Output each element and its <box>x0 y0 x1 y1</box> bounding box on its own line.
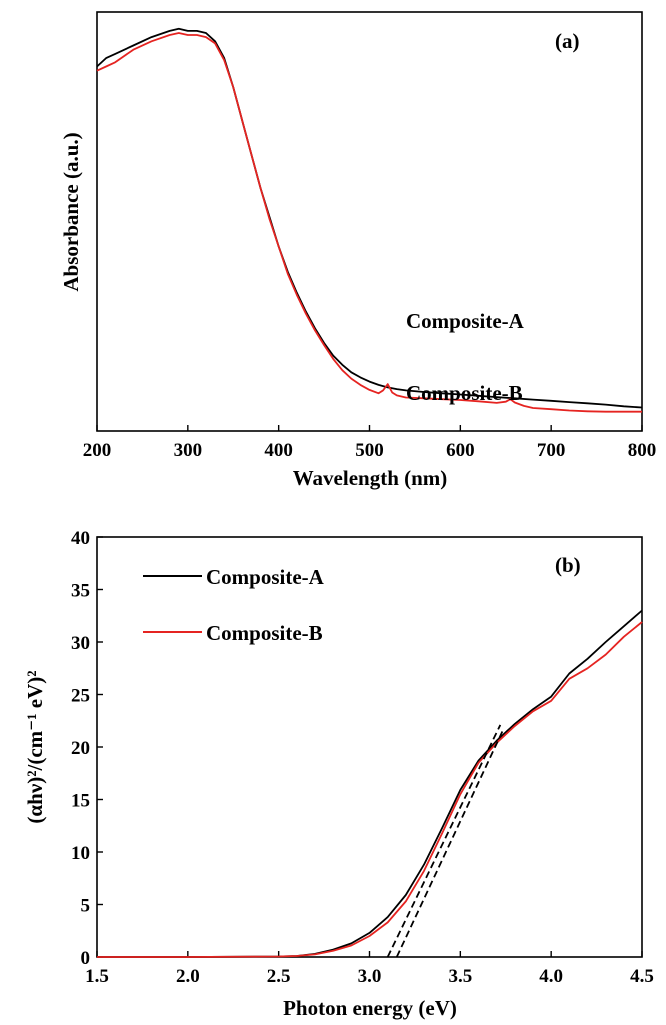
panel-b-x-tick-label: 2.0 <box>176 966 200 987</box>
annotation-composite-a: Composite-A <box>406 309 525 333</box>
panel-b-y-tick-label: 5 <box>81 896 91 917</box>
panel-a-plot-frame <box>96 11 643 432</box>
panel-b-y-tick-label: 20 <box>71 738 90 759</box>
panel-b-x-tick-label: 4.5 <box>630 966 654 987</box>
panel-b: 1.5 2.0 2.5 3.0 3.5 4.0 4.5 0 5 10 15 20 25 30 35 40 (… <box>23 528 654 1020</box>
panel-b-y-tick-label: 35 <box>71 581 90 602</box>
panel-b-y-tick-label: 30 <box>71 633 90 654</box>
panel-a-x-tick-label: 200 <box>83 440 112 461</box>
legend-label-composite-a: Composite-A <box>206 565 325 589</box>
panel-b-label: (b) <box>555 553 581 577</box>
tangent-line-1 <box>386 724 502 958</box>
panel-b-series-composite-b-line <box>97 621 643 958</box>
panel-b-x-tick-label: 3.5 <box>448 966 472 987</box>
panel-b-y-tick-label: 25 <box>71 686 90 707</box>
panel-a-x-ticks: 200 300 400 500 600 700 800 <box>83 425 657 461</box>
panel-b-x-tick-label: 3.0 <box>358 966 382 987</box>
panel-b-legend: Composite-A Composite-B <box>143 565 325 645</box>
panel-a-series <box>96 27 643 413</box>
panel-b-y-tick-label: 15 <box>71 791 90 812</box>
panel-b-y-tick-label: 10 <box>71 843 90 864</box>
panel-b-x-ticks: 1.5 2.0 2.5 3.0 3.5 4.0 4.5 <box>85 951 654 987</box>
panel-b-y-axis-label: (αhν)²/(cm⁻¹ eV)² <box>23 670 47 823</box>
panel-a-x-tick-label: 600 <box>446 440 475 461</box>
panel-a-x-tick-label: 800 <box>628 440 657 461</box>
panel-b-series-composite-a-line <box>97 609 643 958</box>
panel-b-x-axis-label: Photon energy (eV) <box>283 996 457 1020</box>
panel-b-y-tick-label: 0 <box>81 948 91 969</box>
panel-b-y-tick-label: 40 <box>71 528 90 549</box>
panel-b-x-tick-label: 1.5 <box>85 966 109 987</box>
panel-a-x-tick-label: 500 <box>355 440 384 461</box>
panel-a-series-composite-a-line <box>96 27 643 409</box>
panel-a-x-tick-label: 700 <box>537 440 566 461</box>
panel-b-series <box>97 609 643 958</box>
panel-a-series-composite-b-line <box>96 32 642 413</box>
panel-b-plot-frame <box>96 536 643 958</box>
panel-a-label: (a) <box>555 29 580 53</box>
panel-a-x-tick-label: 400 <box>264 440 293 461</box>
annotation-composite-b: Composite-B <box>406 381 523 405</box>
panel-a-y-axis-label: Absorbance (a.u.) <box>59 132 83 291</box>
panel-b-x-tick-label: 4.0 <box>539 966 563 987</box>
panel-b-y-ticks: 0 5 10 15 20 25 30 35 40 <box>71 528 103 969</box>
panel-b-x-tick-label: 2.5 <box>267 966 291 987</box>
legend-label-composite-b: Composite-B <box>206 621 323 645</box>
tangent-line-2 <box>395 727 505 958</box>
panel-a: 200 300 400 500 600 700 800 (a) Composite-A Co… <box>59 11 657 490</box>
panel-a-x-tick-label: 300 <box>174 440 203 461</box>
panel-b-tangent-lines <box>386 724 505 958</box>
panel-a-x-axis-label: Wavelength (nm) <box>293 466 448 490</box>
